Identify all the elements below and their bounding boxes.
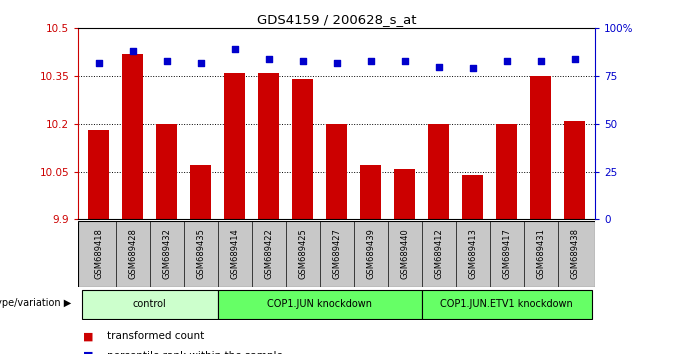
Point [331, 60, 342, 65]
Bar [122, 54, 143, 219]
Text: GSM689417: GSM689417 [502, 229, 511, 279]
FancyBboxPatch shape [78, 221, 595, 287]
Point [365, 58, 376, 64]
Point [399, 58, 410, 64]
Text: GSM689413: GSM689413 [468, 229, 477, 279]
Text: GSM689439: GSM689439 [366, 229, 375, 279]
Bar [190, 165, 211, 219]
Title: GDS4159 / 200628_s_at: GDS4159 / 200628_s_at [257, 13, 416, 26]
Point [127, 48, 138, 54]
Text: GSM689440: GSM689440 [400, 229, 409, 279]
Bar [564, 121, 585, 219]
Text: percentile rank within the sample: percentile rank within the sample [107, 351, 282, 354]
Point [569, 56, 580, 62]
Point [467, 65, 478, 71]
Text: GSM689432: GSM689432 [162, 229, 171, 279]
Bar [360, 165, 381, 219]
Bar [394, 169, 415, 219]
Text: GSM689435: GSM689435 [196, 229, 205, 279]
Point [297, 58, 308, 64]
Bar [496, 124, 517, 219]
Text: ■: ■ [84, 351, 94, 354]
FancyBboxPatch shape [218, 290, 422, 319]
Text: GSM689427: GSM689427 [332, 229, 341, 279]
Bar [156, 124, 177, 219]
Text: GSM689425: GSM689425 [298, 229, 307, 279]
Point [195, 60, 206, 65]
Text: transformed count: transformed count [107, 331, 204, 341]
Text: GSM689431: GSM689431 [536, 229, 545, 279]
Point [535, 58, 546, 64]
Bar [462, 175, 483, 219]
Text: GSM689438: GSM689438 [570, 228, 579, 280]
Text: GSM689422: GSM689422 [264, 229, 273, 279]
FancyBboxPatch shape [422, 290, 592, 319]
Point [229, 46, 240, 52]
Text: GSM689412: GSM689412 [434, 229, 443, 279]
Bar [428, 124, 449, 219]
Text: control: control [133, 299, 167, 309]
Text: ■: ■ [84, 331, 94, 341]
Bar [292, 79, 313, 219]
Bar [224, 73, 245, 219]
Point [93, 60, 104, 65]
Bar [88, 130, 109, 219]
Text: COP1.JUN.ETV1 knockdown: COP1.JUN.ETV1 knockdown [440, 299, 573, 309]
FancyBboxPatch shape [82, 290, 218, 319]
Bar [258, 73, 279, 219]
Text: GSM689428: GSM689428 [128, 229, 137, 279]
Text: COP1.JUN knockdown: COP1.JUN knockdown [267, 299, 372, 309]
Point [263, 56, 274, 62]
Text: genotype/variation ▶: genotype/variation ▶ [0, 298, 71, 308]
Point [161, 58, 172, 64]
Text: GSM689418: GSM689418 [94, 229, 103, 279]
Text: GSM689414: GSM689414 [230, 229, 239, 279]
Point [501, 58, 512, 64]
Bar [326, 124, 347, 219]
Bar [530, 76, 551, 219]
Point [433, 64, 444, 69]
